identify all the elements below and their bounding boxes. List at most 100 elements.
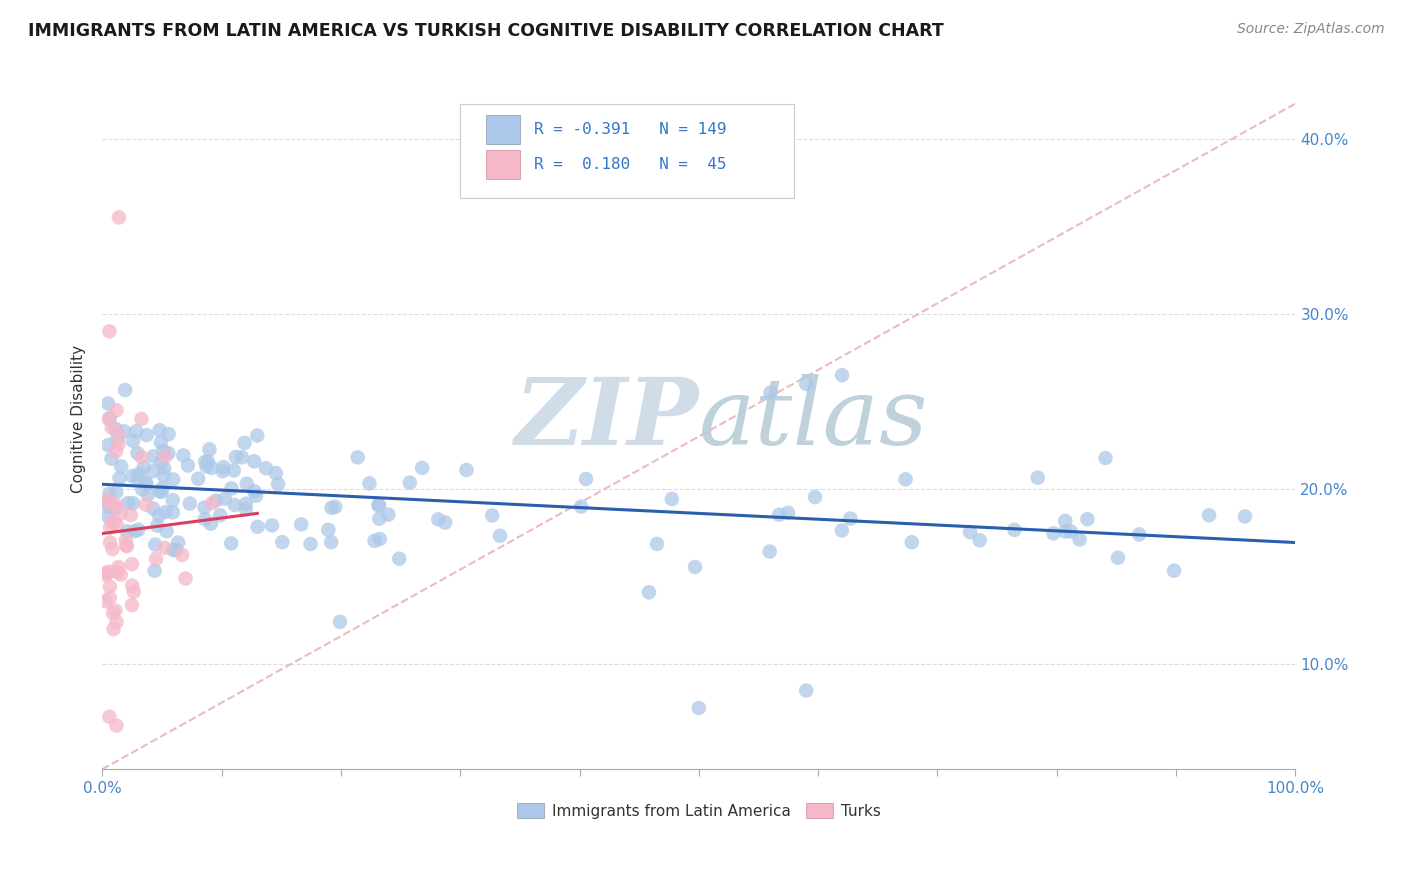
Point [243,484,266,499]
Point [222,463,245,477]
Point [131,483,153,497]
Point [290,517,312,532]
Point [101,606,124,620]
Point [233,435,256,450]
Point [135,475,157,490]
Text: atlas: atlas [699,374,928,464]
Point [1128,527,1150,541]
Point [200,516,222,531]
Point [1198,508,1220,523]
Point [121,469,143,483]
Point [1059,524,1081,539]
Point [155,450,177,464]
Point [174,572,197,586]
Point [224,498,246,512]
Point [153,541,176,555]
Point [688,701,710,715]
Point [172,449,194,463]
Point [94,594,117,608]
Point [205,493,228,508]
Point [128,467,150,481]
Point [96,567,118,582]
Point [121,598,143,612]
Point [839,511,862,525]
Point [221,482,243,496]
Point [794,683,817,698]
Point [122,496,145,510]
Point [1233,509,1256,524]
Point [456,463,478,477]
Point [108,211,131,225]
Point [195,459,218,474]
Point [901,535,924,549]
Point [98,520,121,534]
Point [271,535,294,549]
Point [264,466,287,480]
Point [212,460,235,475]
Point [569,500,592,514]
Point [411,461,433,475]
FancyBboxPatch shape [460,103,794,198]
Point [1107,550,1129,565]
Point [100,420,122,434]
Point [105,718,128,732]
Point [125,424,148,438]
Point [323,500,346,514]
Point [167,535,190,549]
Point [162,542,184,557]
Point [97,493,120,508]
Point [959,525,981,540]
Point [427,512,450,526]
Point [367,498,389,512]
Point [132,460,155,475]
Point [194,512,217,526]
Point [211,464,233,478]
Point [177,458,200,473]
Point [153,468,176,483]
Point [124,524,146,539]
Point [794,376,817,391]
Point [645,537,668,551]
Point [768,508,790,522]
Point [150,484,173,499]
Point [193,500,215,515]
Point [214,491,236,506]
Text: R =  0.180   N =  45: R = 0.180 N = 45 [534,157,727,172]
Point [101,515,124,529]
Legend: Immigrants from Latin America, Turks: Immigrants from Latin America, Turks [510,797,887,825]
Point [434,516,457,530]
Point [117,496,139,510]
Point [162,493,184,508]
Point [110,567,132,582]
Point [120,508,142,522]
Point [179,496,201,510]
Point [100,451,122,466]
Point [1002,523,1025,537]
Point [209,508,232,523]
Point [155,505,177,519]
Point [101,542,124,557]
Point [142,501,165,516]
Point [831,368,853,383]
Point [105,485,128,500]
Point [135,498,157,512]
Point [98,580,121,594]
Point [1094,450,1116,465]
Point [105,518,128,533]
Point [346,450,368,465]
FancyBboxPatch shape [486,115,520,145]
Point [98,535,121,549]
Point [97,438,120,452]
Point [243,454,266,468]
Point [219,536,242,550]
Point [110,459,132,474]
Point [260,518,283,533]
Point [121,578,143,592]
Point [103,622,125,636]
Point [105,615,128,629]
Point [1042,526,1064,541]
Point [145,552,167,566]
Point [201,461,224,475]
Point [104,444,127,458]
Point [321,500,343,515]
